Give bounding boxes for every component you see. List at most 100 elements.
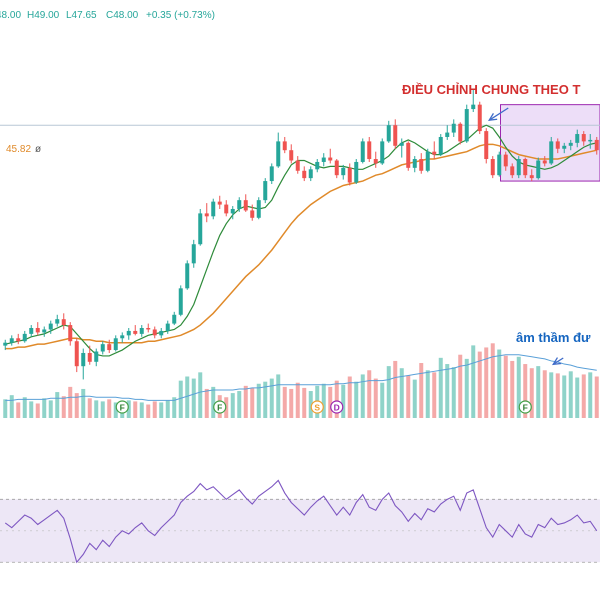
correction-annotation: ĐIỀU CHỈNH CHUNG THEO T (402, 82, 580, 97)
ma-slow-line (5, 143, 597, 350)
candle-body (542, 160, 547, 164)
volume-bar (471, 345, 476, 418)
volume-arrow-head (551, 357, 562, 366)
candle-body (334, 160, 339, 176)
candle-body (295, 160, 300, 171)
candle-body (256, 200, 261, 218)
volume-bar (347, 376, 352, 418)
volume-bar (399, 368, 404, 418)
volume-bar (354, 381, 359, 418)
candle-body (503, 154, 508, 167)
volume-bar (152, 401, 157, 418)
candle-body (107, 344, 112, 351)
volume-bar (289, 388, 294, 418)
candle-body (451, 123, 456, 133)
candle-body (354, 161, 359, 183)
candle-body (146, 328, 151, 330)
candle-body (22, 333, 27, 342)
candle-body (133, 330, 138, 334)
volume-bar (191, 378, 196, 418)
candle-body (497, 154, 502, 176)
candle-body (458, 123, 463, 142)
ohlc-high: H49.00 (27, 10, 60, 21)
volume-bar (68, 386, 73, 418)
accumulation-annotation: âm thầm đư (516, 330, 591, 345)
volume-bar (295, 382, 300, 418)
candle-body (406, 142, 411, 168)
candle-body (555, 141, 560, 149)
volume-bar (373, 378, 378, 418)
volume-bars-layer (3, 343, 599, 418)
candle-body (126, 330, 131, 336)
volume-bar (529, 368, 534, 418)
candle-body (29, 328, 34, 334)
volume-bar (321, 383, 326, 418)
candle-body (315, 161, 320, 170)
candle-body (113, 338, 118, 351)
volume-bar (178, 380, 183, 418)
event-marker-circle (213, 400, 227, 414)
candle-body (594, 139, 599, 151)
volume-bar (464, 358, 469, 418)
volume-bar (250, 387, 255, 418)
candle-body (152, 329, 157, 336)
volume-bar (341, 384, 346, 418)
volume-bar (542, 370, 547, 418)
volume-bar (386, 366, 391, 418)
volume-bar (172, 397, 177, 418)
candle-body (55, 319, 60, 324)
candle-body (588, 139, 593, 142)
candle-body (243, 200, 248, 211)
candle-body (360, 141, 365, 162)
volume-bar (256, 383, 261, 418)
volume-ma-layer (5, 354, 597, 401)
volume-bar (451, 367, 456, 418)
volume-bar (237, 391, 242, 418)
candle-body (393, 125, 398, 146)
ohlc-close: C48.00 (106, 10, 139, 21)
candle-body (419, 159, 424, 171)
annotation-arrows-layer (487, 107, 564, 366)
ohlc-open: 48.00 (0, 10, 21, 21)
volume-bar (16, 402, 21, 418)
volume-bar (3, 399, 8, 418)
candle-body (211, 201, 216, 217)
candle-body (217, 201, 222, 205)
volume-bar (94, 400, 99, 418)
candle-body (380, 141, 385, 164)
candle-body (321, 157, 326, 162)
candle-body (510, 166, 515, 176)
volume-bar (269, 378, 274, 418)
candle-body (165, 323, 170, 331)
volume-bar (581, 374, 586, 418)
volume-bar (360, 374, 365, 418)
volume-bar (588, 372, 593, 418)
volume-bar (204, 388, 209, 418)
candle-body (204, 213, 209, 217)
volume-bar (165, 400, 170, 418)
volume-bar (87, 398, 92, 418)
candle-body (9, 338, 14, 343)
candle-body (61, 319, 66, 326)
candle-body (549, 141, 554, 164)
candle-body (94, 351, 99, 362)
event-marker-label: D (334, 402, 340, 412)
volume-bar (497, 349, 502, 418)
ohlc-change: +0.35 (+0.73%) (146, 10, 215, 21)
candles-layer (3, 89, 599, 380)
volume-bar (308, 391, 313, 418)
volume-bar (22, 397, 27, 418)
candle-body (16, 338, 21, 342)
volume-bar (81, 388, 86, 418)
volume-bar (282, 386, 287, 418)
volume-bar (523, 364, 528, 418)
candle-body (276, 141, 281, 167)
volume-bar (302, 387, 307, 418)
volume-bar (412, 379, 417, 418)
volume-bar (263, 381, 268, 418)
candle-body (425, 151, 430, 171)
candle-body (68, 325, 73, 342)
candle-body (373, 159, 378, 164)
candle-body (250, 210, 255, 218)
volume-bar (276, 374, 281, 418)
